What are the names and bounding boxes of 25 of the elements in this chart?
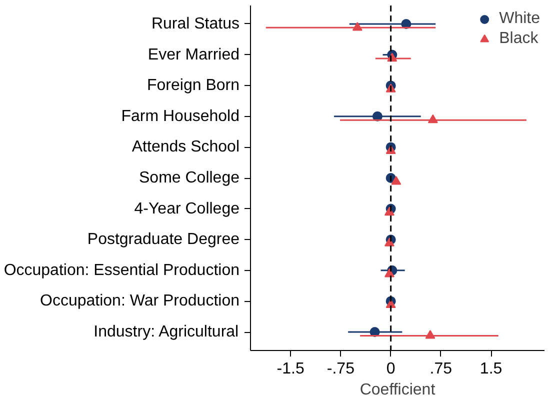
y-tick-label: Attends School bbox=[132, 138, 240, 156]
y-tick-label: Farm Household bbox=[121, 108, 240, 125]
x-tick-label: 0 bbox=[386, 360, 396, 378]
legend-label: White bbox=[499, 10, 540, 28]
x-tick-label: -.75 bbox=[326, 360, 355, 378]
point bbox=[384, 238, 394, 246]
y-tick-label: Occupation: Essential Production bbox=[4, 262, 240, 279]
x-tick-label: -1.5 bbox=[276, 360, 304, 378]
point bbox=[428, 114, 438, 124]
point bbox=[425, 330, 436, 339]
y-tick-label: Industry: Agricultural bbox=[94, 324, 239, 341]
y-tick-label: Foreign Born bbox=[147, 77, 240, 94]
x-tick-label: .75 bbox=[430, 360, 452, 378]
y-tick-label: Occupation: War Production bbox=[40, 292, 240, 310]
y-tick-label: Postgraduate Degree bbox=[87, 231, 240, 248]
y-tick-label: Ever Married bbox=[148, 46, 240, 64]
y-tick-label: Some College bbox=[139, 170, 240, 186]
point bbox=[352, 22, 362, 31]
point bbox=[384, 206, 394, 216]
legend-label: Black bbox=[499, 30, 538, 48]
y-tick-label: 4-Year College bbox=[134, 200, 240, 218]
y-tick-label: Rural Status bbox=[151, 15, 240, 32]
point bbox=[391, 176, 402, 185]
x-tick-label: 1.5 bbox=[480, 360, 502, 378]
x-axis-title: Coefficient bbox=[360, 382, 436, 398]
